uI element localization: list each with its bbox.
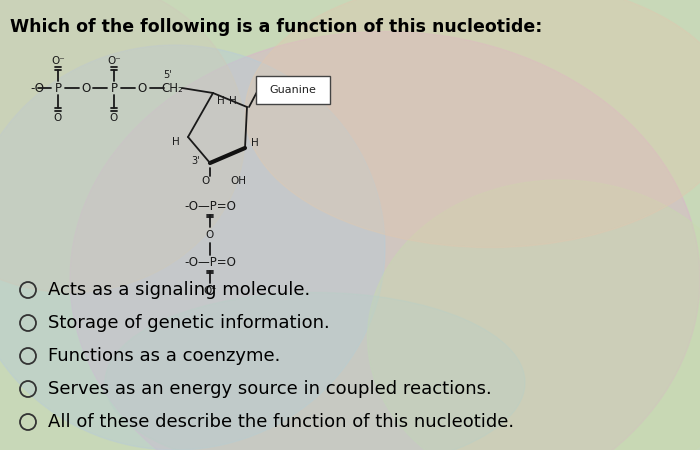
- Text: H: H: [217, 96, 225, 106]
- Text: H: H: [251, 138, 259, 148]
- FancyBboxPatch shape: [256, 76, 330, 104]
- Text: Storage of genetic information.: Storage of genetic information.: [48, 314, 330, 332]
- Text: CH₂: CH₂: [161, 81, 183, 94]
- Text: O: O: [206, 230, 214, 240]
- Text: Acts as a signaling molecule.: Acts as a signaling molecule.: [48, 281, 310, 299]
- Text: H: H: [229, 96, 237, 106]
- Ellipse shape: [70, 32, 700, 450]
- Ellipse shape: [0, 0, 245, 292]
- Text: O: O: [81, 81, 90, 94]
- Text: O: O: [137, 81, 146, 94]
- Ellipse shape: [0, 45, 385, 450]
- Text: Guanine: Guanine: [270, 85, 316, 95]
- Text: All of these describe the function of this nucleotide.: All of these describe the function of th…: [48, 413, 514, 431]
- Text: O⁻: O⁻: [107, 56, 121, 66]
- Text: P: P: [55, 81, 62, 94]
- Ellipse shape: [368, 180, 700, 450]
- Text: P: P: [111, 81, 118, 94]
- Text: O: O: [54, 113, 62, 123]
- Text: H: H: [172, 137, 180, 147]
- Ellipse shape: [105, 292, 525, 450]
- Text: Functions as a coenzyme.: Functions as a coenzyme.: [48, 347, 281, 365]
- Text: Serves as an energy source in coupled reactions.: Serves as an energy source in coupled re…: [48, 380, 491, 398]
- Text: 5': 5': [164, 70, 172, 80]
- Text: Which of the following is a function of this nucleotide:: Which of the following is a function of …: [10, 18, 542, 36]
- Text: O⁻: O⁻: [203, 286, 217, 296]
- Text: O: O: [110, 113, 118, 123]
- Text: OH: OH: [230, 176, 246, 186]
- Text: 3': 3': [192, 156, 200, 166]
- Text: O⁻: O⁻: [51, 56, 65, 66]
- Ellipse shape: [245, 0, 700, 248]
- Text: -O: -O: [30, 81, 44, 94]
- Text: O: O: [201, 176, 209, 186]
- Text: -O—P=O: -O—P=O: [184, 256, 236, 270]
- Text: -O—P=O: -O—P=O: [184, 201, 236, 213]
